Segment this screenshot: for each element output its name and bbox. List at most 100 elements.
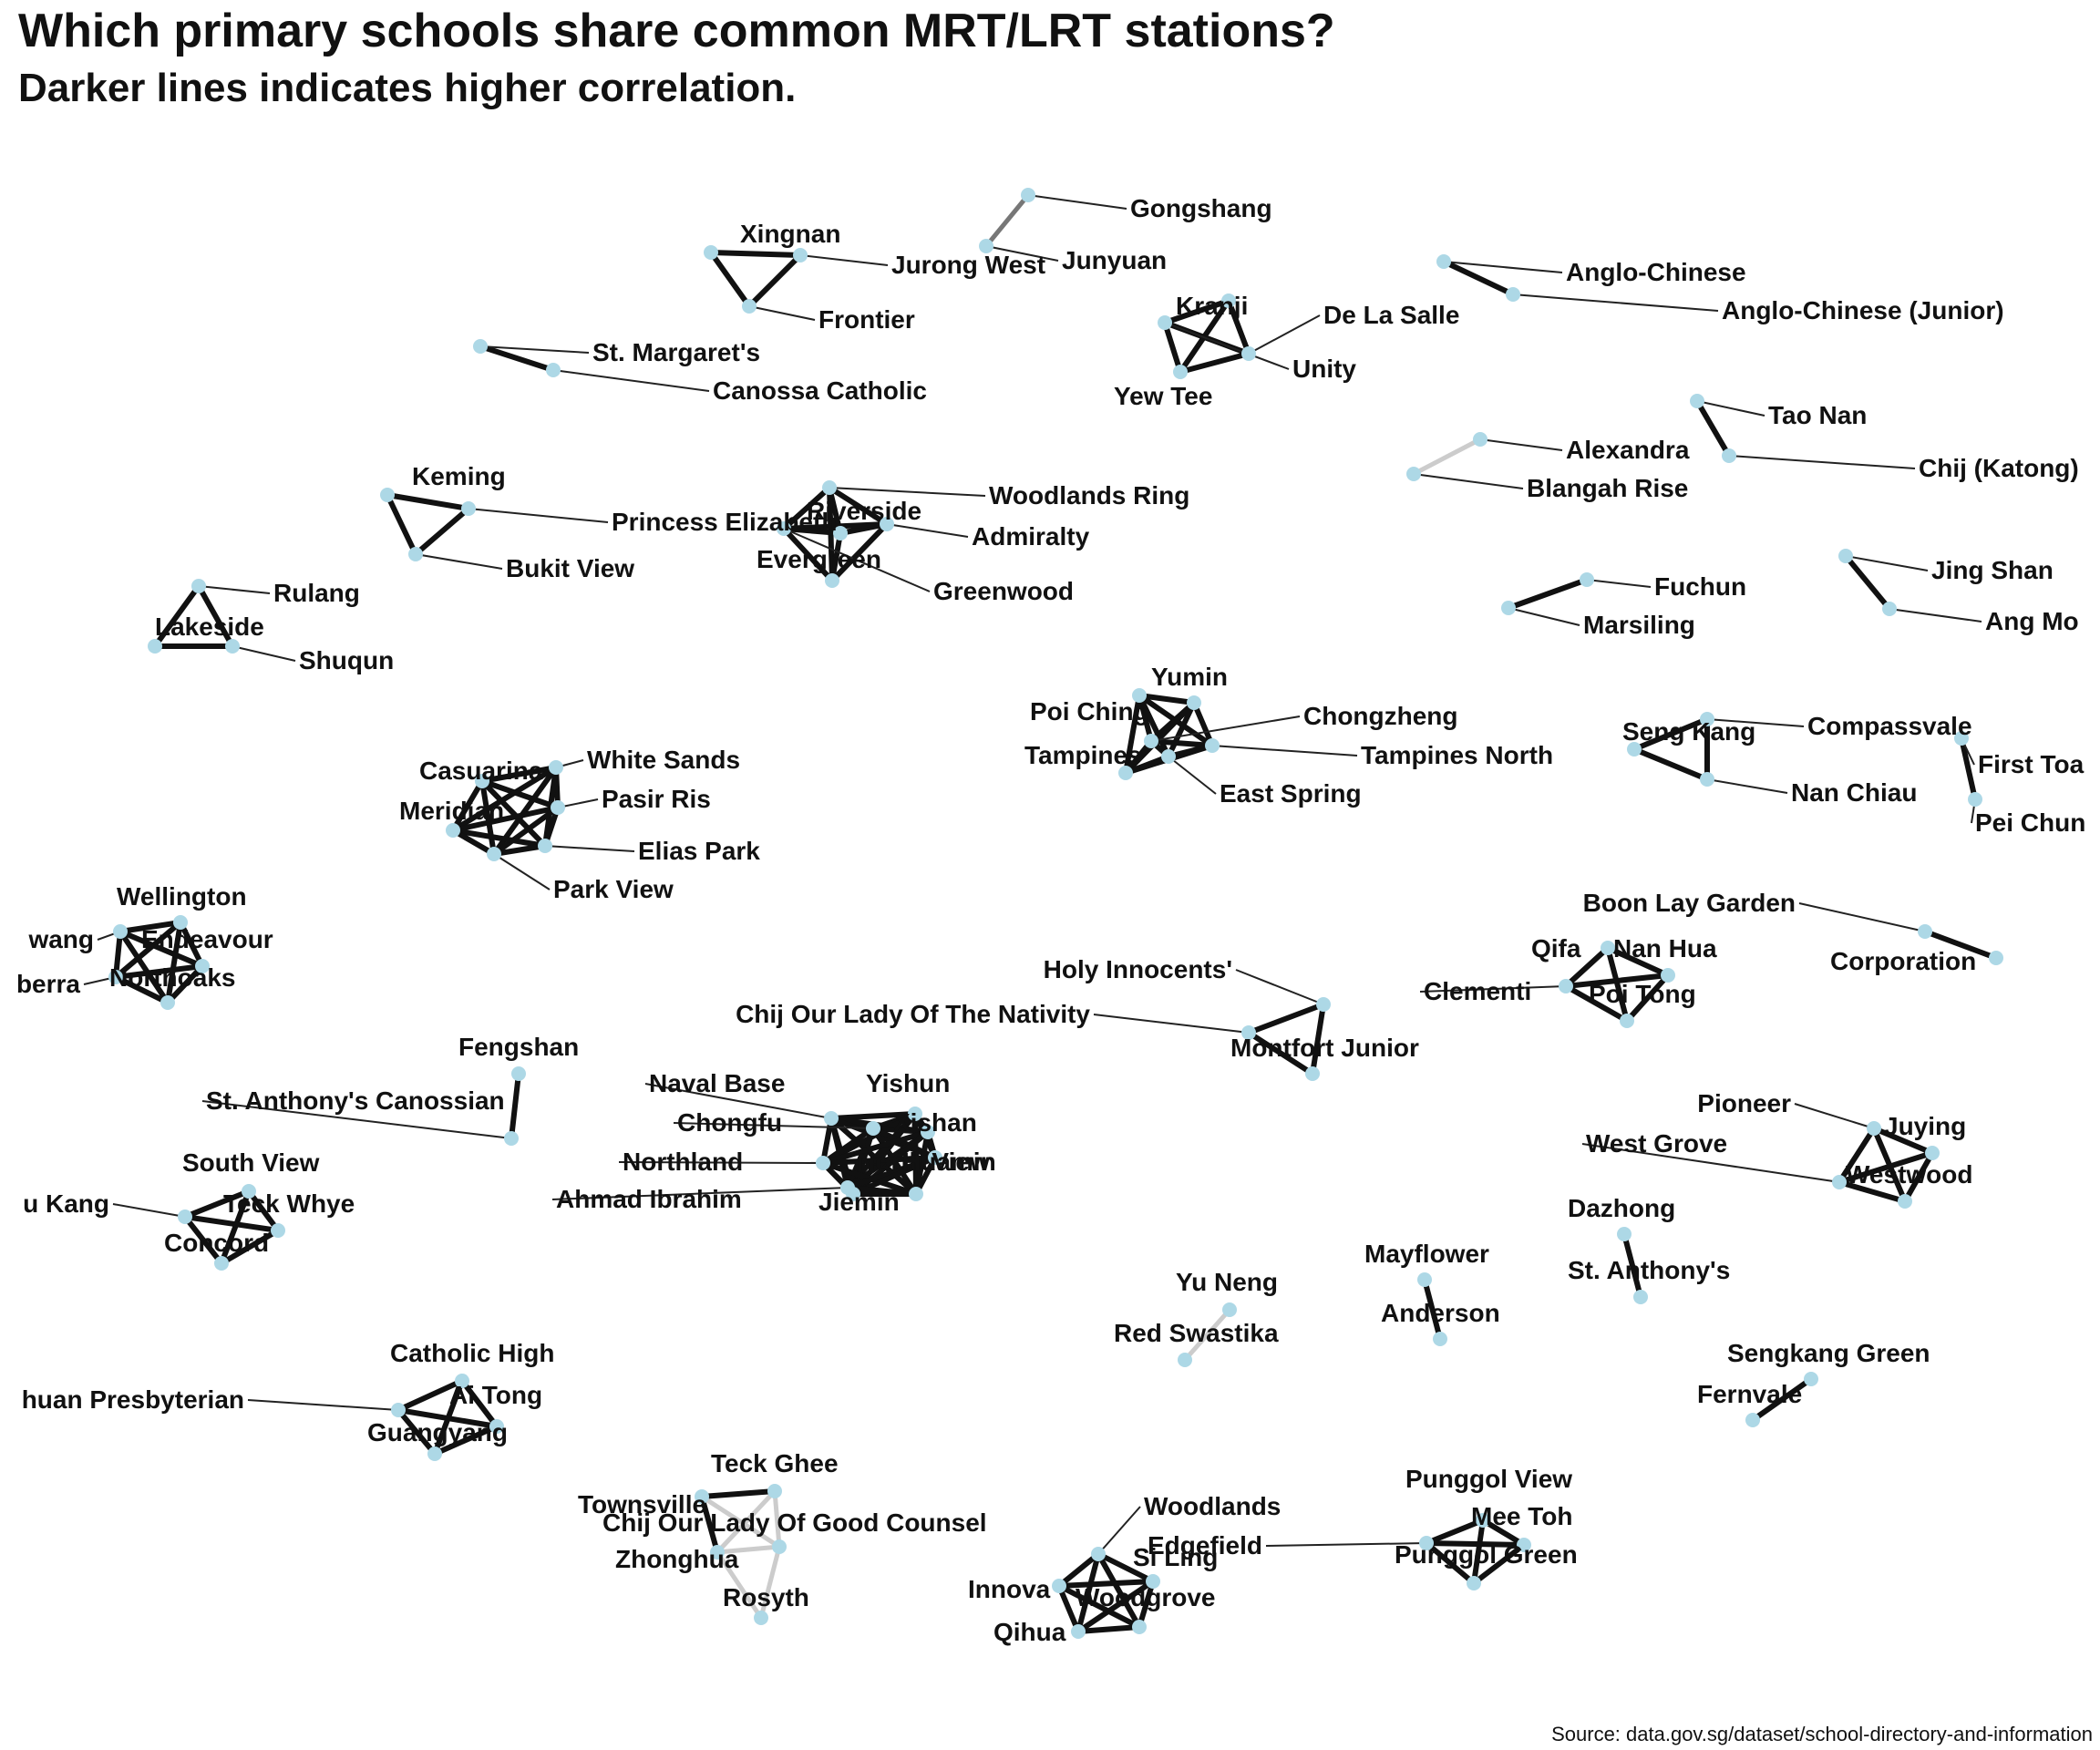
- label-wellington: Wellington: [117, 882, 247, 911]
- edge-punggol-2: [1471, 1518, 1486, 1586]
- node-marsiling: [1501, 601, 1516, 615]
- leader-line-de-la-salle: [1248, 314, 1321, 355]
- edge-teck-ghee-1: [772, 1488, 782, 1549]
- edge-wellington-6: [118, 929, 205, 969]
- edge-woodlands-8: [1056, 1583, 1081, 1634]
- edge-south-view-3: [219, 1228, 281, 1266]
- node-keming: [380, 488, 395, 502]
- node-jurong-west: [793, 248, 808, 262]
- edge-yumin-7: [1191, 700, 1215, 748]
- node-greenwood: [777, 521, 791, 536]
- label-kranji: Kranji: [1176, 292, 1248, 320]
- edge-pioneer-0: [1871, 1126, 1935, 1156]
- label-yew-tee: Yew Tee: [1114, 382, 1212, 410]
- leader-line-chongfu: [673, 1122, 874, 1129]
- edge-casuarina-11: [491, 805, 561, 857]
- node-holy-innocents: [1316, 997, 1331, 1012]
- label-greenwood: Greenwood: [933, 577, 1074, 605]
- leader-line-park-view: [493, 853, 551, 890]
- node-corporation: [1989, 951, 2003, 965]
- label-mayflower: Mayflower: [1364, 1240, 1489, 1268]
- label-red-swastika: Red Swastika: [1114, 1319, 1279, 1347]
- node-punggol-green: [1467, 1576, 1481, 1590]
- edge-fuchun-0: [1506, 577, 1590, 611]
- leader-line-bukit-view: [415, 553, 503, 570]
- node-naval-base: [824, 1111, 839, 1126]
- label-compassvale: Compassvale: [1807, 712, 1972, 740]
- edges-layer: [113, 192, 1999, 1634]
- label-gongshang: Gongshang: [1130, 194, 1272, 222]
- node-canberra: [108, 970, 123, 984]
- edge-woodlands-ring-8: [781, 521, 890, 531]
- node-innova: [1052, 1579, 1066, 1593]
- leader-line-holy-innocents: [1235, 969, 1324, 1005]
- node-pasir-ris: [551, 800, 565, 815]
- node-princess-elizabeth: [461, 501, 476, 516]
- node-dazhong: [1617, 1227, 1632, 1241]
- label-northoaks: Northoaks: [109, 963, 235, 992]
- edge-woodlands-7: [1056, 1583, 1142, 1630]
- edge-tao-nan-0: [1694, 398, 1732, 458]
- edge-pioneer-1: [1837, 1126, 1877, 1185]
- edge-yu-neng-0: [1182, 1307, 1232, 1363]
- label-woodlands-ring: Woodlands Ring: [989, 481, 1189, 510]
- node-wellington: [173, 915, 188, 930]
- edge-qifa-0: [1605, 945, 1671, 978]
- node-red-swastika: [1178, 1353, 1192, 1367]
- node-huamin: [909, 1187, 923, 1201]
- label-zhonghua: Zhonghua: [615, 1545, 739, 1573]
- node-teck-whye: [271, 1223, 285, 1238]
- label-huamin: Huamin: [902, 1148, 996, 1176]
- node-catholic-high: [455, 1374, 469, 1388]
- node-xishan: [921, 1125, 935, 1139]
- edge-south-view-1: [219, 1189, 252, 1266]
- node-south-view: [242, 1184, 256, 1199]
- edge-south-view-0: [246, 1189, 281, 1233]
- node-northland: [816, 1156, 830, 1170]
- leader-line-woodlands: [1097, 1506, 1141, 1555]
- edge-punggol-0: [1480, 1518, 1527, 1548]
- label-north-view: North View: [857, 1148, 990, 1176]
- node-junyuan: [979, 239, 993, 253]
- node-teck-ghee: [767, 1484, 782, 1498]
- edge-casuarina-3: [479, 778, 548, 849]
- node-yu-neng: [1222, 1302, 1237, 1317]
- node-concord: [214, 1256, 229, 1271]
- node-lakeside: [148, 639, 162, 654]
- label-riverside: Riverside: [807, 497, 921, 525]
- leader-line-greenwood: [783, 528, 931, 592]
- label-east-spring: East Spring: [1220, 779, 1362, 808]
- label-xingnan: Xingnan: [740, 220, 840, 248]
- label-pioneer: Pioneer: [1697, 1089, 1791, 1117]
- leader-line-canossa-catholic: [552, 369, 710, 392]
- node-si-ling: [1146, 1574, 1160, 1589]
- leader-line-alexandra: [1479, 438, 1563, 451]
- edge-seng-kang-0: [1632, 716, 1710, 752]
- edge-casuarina-6: [450, 765, 559, 833]
- edge-wellington-2: [113, 920, 183, 980]
- edge-mayflower-0: [1422, 1277, 1443, 1342]
- edge-casuarina-1: [479, 778, 561, 810]
- label-corporation: Corporation: [1830, 947, 1976, 975]
- edge-first-toa-0: [1959, 736, 1978, 802]
- label-endeavour: Endeavour: [141, 925, 273, 953]
- label-mee-toh: Mee Toh: [1471, 1502, 1572, 1530]
- label-nan-hua: Nan Hua: [1613, 934, 1717, 962]
- label-concord: Concord: [164, 1229, 269, 1257]
- label-frontier: Frontier: [818, 305, 915, 334]
- label-tampines-north: Tampines North: [1361, 741, 1553, 769]
- edge-yumin-14: [1166, 743, 1215, 759]
- label-poi-tong: Poi Tong: [1589, 980, 1696, 1008]
- edge-pioneer-3: [1837, 1150, 1935, 1185]
- leader-line-nan-chiau: [1706, 778, 1788, 794]
- leader-line-frontier: [748, 305, 816, 321]
- node-qifa: [1601, 941, 1615, 955]
- label-alexandra: Alexandra: [1566, 436, 1690, 464]
- label-juying: Juying: [1884, 1112, 1966, 1140]
- leader-line-woodlands-ring: [829, 487, 986, 497]
- edge-yumin-4: [1137, 693, 1171, 759]
- node-st-anthony-s: [1633, 1290, 1648, 1304]
- edge-wellington-9: [113, 929, 123, 980]
- leader-line-bukit-kang: [112, 1203, 186, 1218]
- label-punggol-view: Punggol View: [1405, 1465, 1572, 1493]
